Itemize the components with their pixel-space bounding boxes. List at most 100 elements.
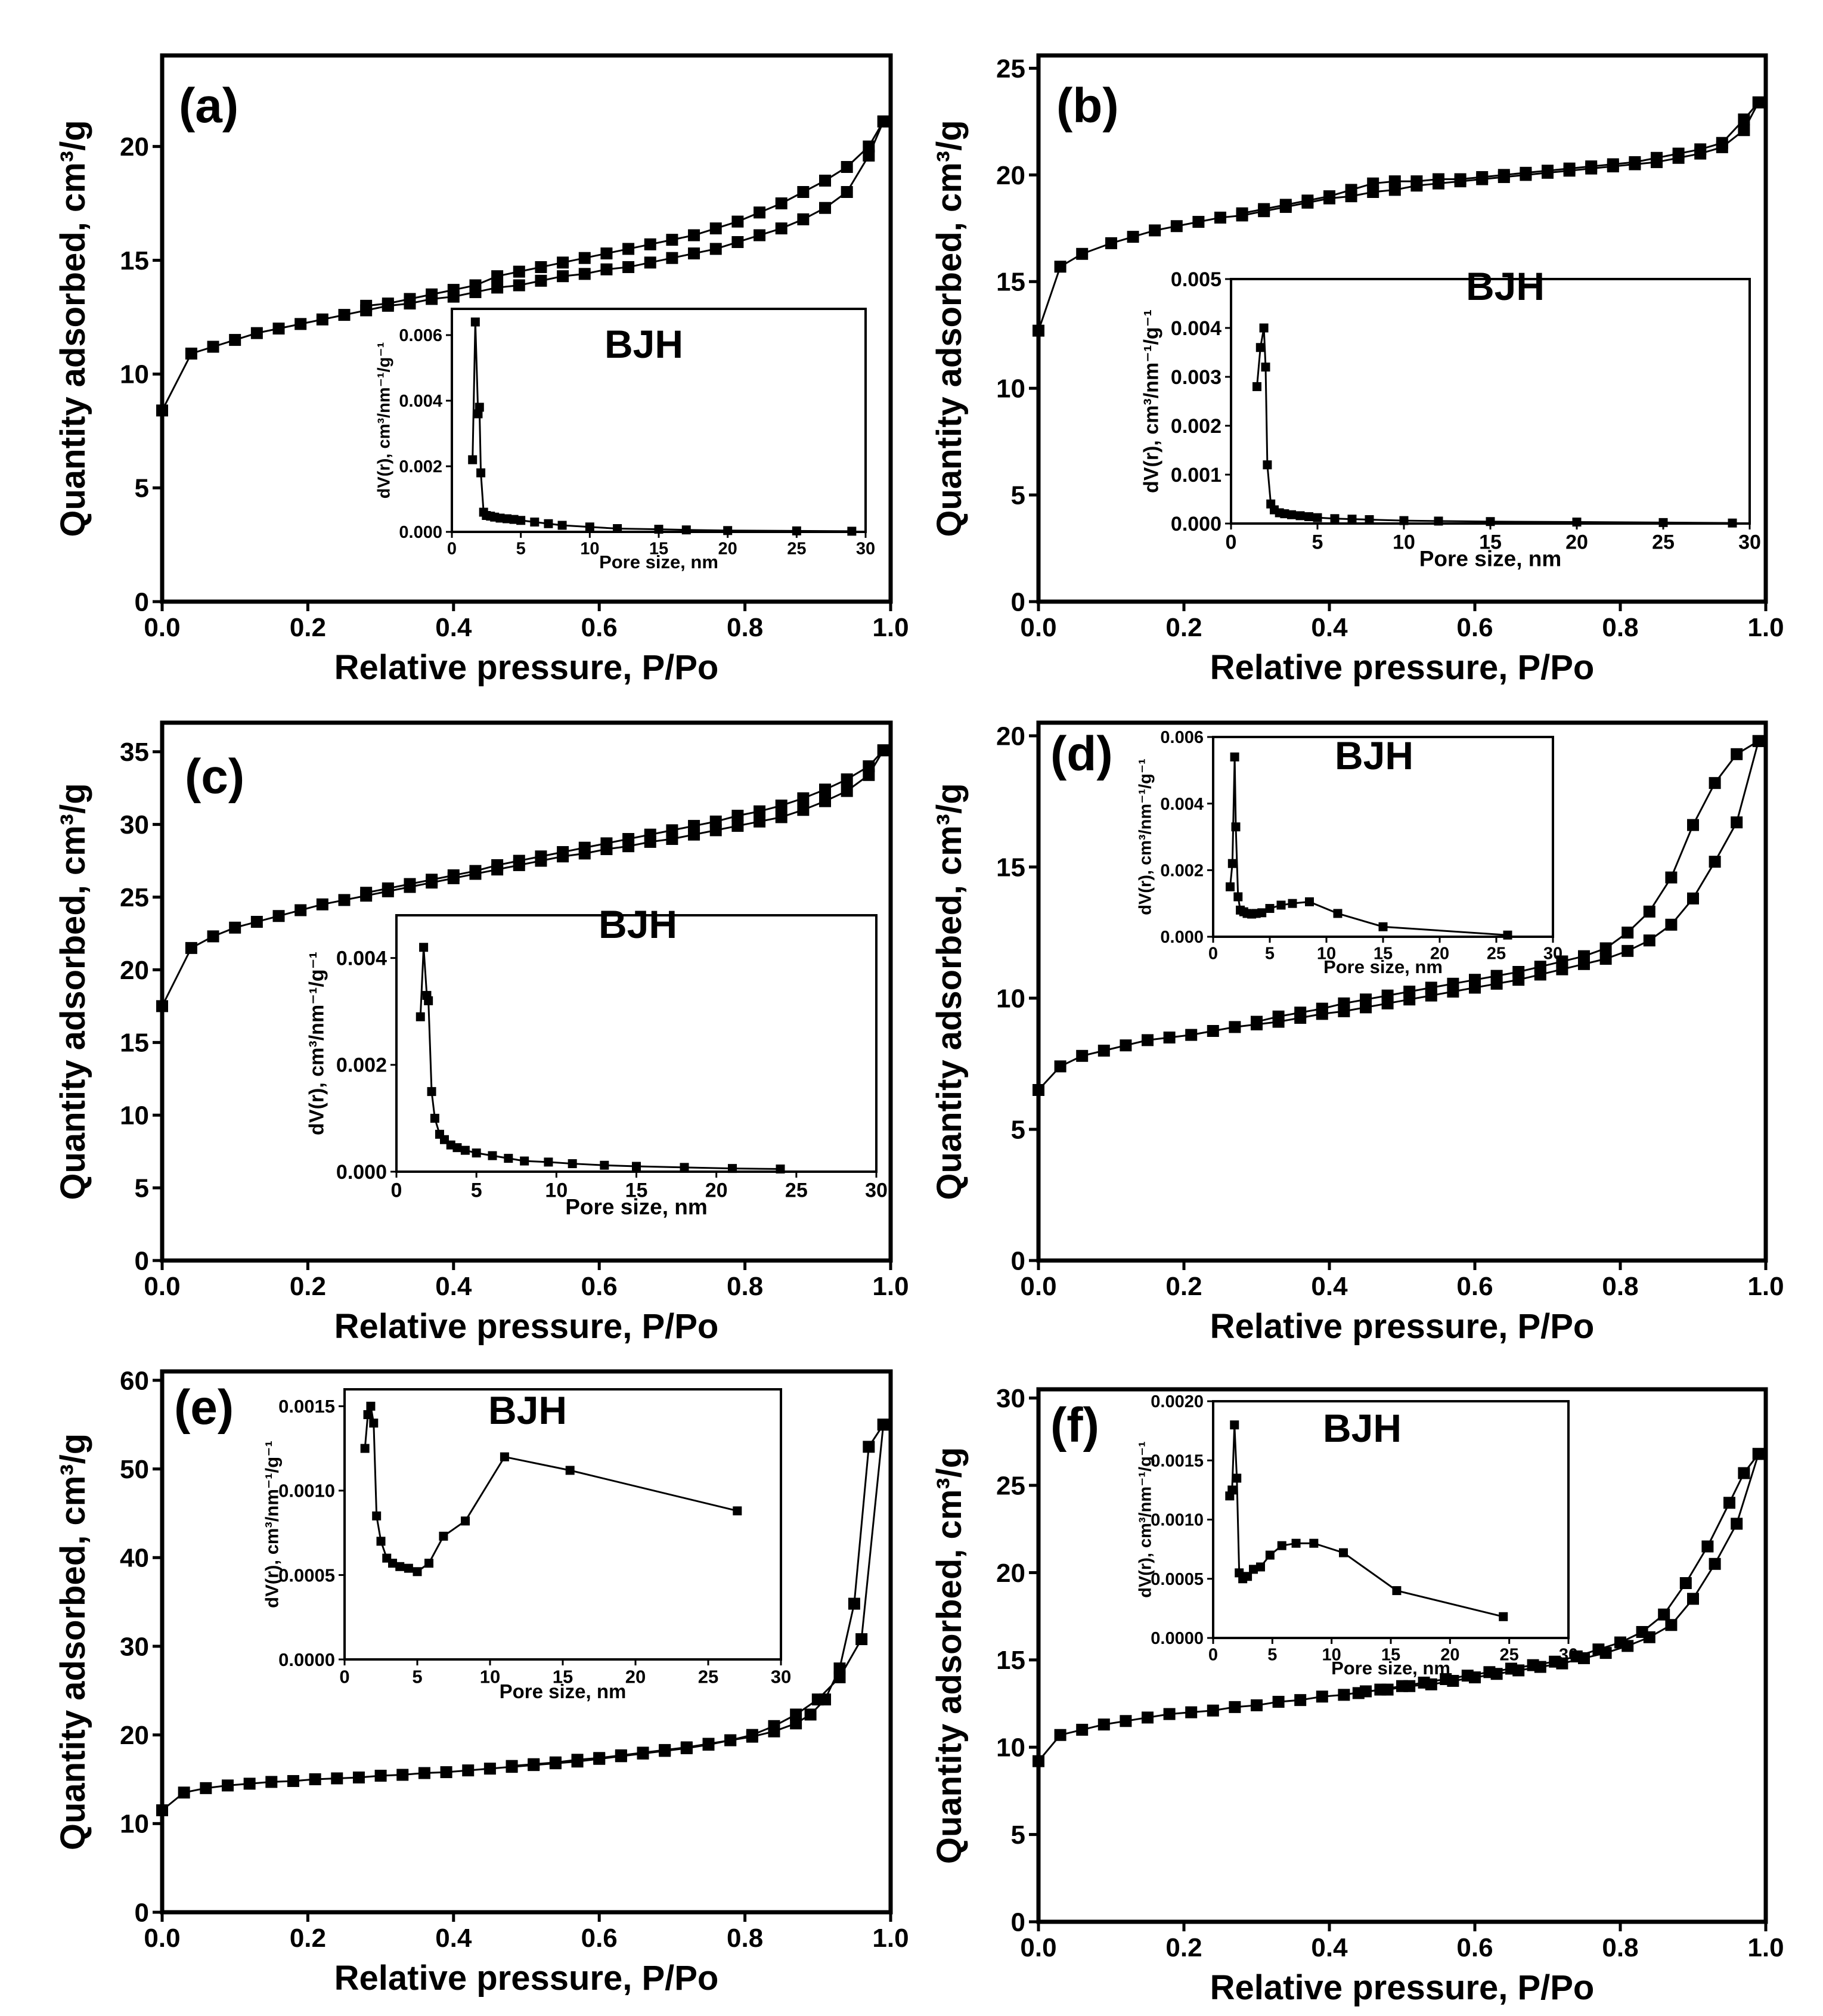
data-point-desorption — [1403, 986, 1416, 998]
inset-y-tick-label: 0.005 — [1171, 268, 1221, 291]
data-point-desorption — [841, 773, 853, 786]
x-axis-label: Relative pressure, P/Po — [1210, 648, 1595, 687]
inset-x-tick-label: 25 — [1487, 944, 1506, 964]
data-point-adsorption — [462, 1764, 475, 1777]
series-line-adsorption — [161, 750, 885, 1007]
data-point-adsorption — [731, 236, 744, 248]
series-line-adsorption — [1037, 741, 1760, 1091]
data-point-adsorption — [250, 327, 263, 339]
inset-y-axis-label: dV(r), cm³/nm⁻¹/g⁻¹ — [375, 342, 394, 499]
inset-data-point — [388, 1559, 398, 1568]
inset-x-tick-label: 15 — [1479, 531, 1502, 553]
data-point-adsorption — [1105, 237, 1117, 249]
data-point-desorption — [1752, 96, 1765, 109]
data-point-desorption — [833, 1662, 846, 1675]
y-tick-label: 10 — [120, 360, 149, 389]
inset-x-tick-label: 0 — [1226, 531, 1237, 553]
inset-x-axis-label: Pore size, nm — [599, 552, 718, 572]
inset-data-point — [503, 514, 512, 524]
data-point-adsorption — [1622, 944, 1634, 957]
data-point-adsorption — [156, 1804, 168, 1817]
data-point-adsorption — [272, 323, 285, 335]
data-point-desorption — [1454, 173, 1467, 185]
inset-data-point — [460, 1145, 470, 1155]
y-tick-label: 40 — [120, 1544, 149, 1573]
inset-x-tick-label: 20 — [625, 1666, 646, 1687]
data-point-desorption — [622, 243, 635, 255]
inset-data-point — [424, 996, 433, 1005]
data-point-adsorption — [1272, 1696, 1285, 1708]
inset-x-tick-label: 15 — [649, 540, 668, 559]
data-point-desorption — [1607, 158, 1619, 171]
inset-x-tick-label: 25 — [1500, 1646, 1519, 1665]
y-axis-label: Quantity adsorbed, cm³/g — [54, 783, 92, 1200]
data-point-adsorption — [338, 309, 351, 321]
data-point-desorption — [877, 1419, 889, 1431]
data-point-adsorption — [156, 1000, 168, 1012]
y-tick-label: 15 — [996, 853, 1025, 882]
y-tick-label: 10 — [996, 1733, 1025, 1763]
inset-data-point — [613, 524, 622, 533]
x-tick-label: 0.0 — [144, 1924, 180, 1953]
data-point-desorption — [1498, 169, 1510, 181]
x-tick-label: 0.2 — [1165, 613, 1202, 642]
panel-f: 0.0 0.2 0.4 0.6 0.8 1.0 0 5 10 15 20 25 30 Relative p… — [930, 1384, 1784, 2007]
panel-label: (f) — [1050, 1398, 1099, 1453]
x-axis-label: Relative pressure, P/Po — [334, 1959, 719, 1998]
inset-x-tick-label: 0 — [1208, 944, 1218, 964]
data-point-adsorption — [797, 213, 810, 225]
inset-x-axis-label: Pore size, nm — [1323, 956, 1443, 977]
data-point-adsorption — [272, 910, 285, 922]
data-point-desorption — [382, 882, 394, 894]
bjh-label: BJH — [599, 902, 677, 946]
y-tick-label: 20 — [120, 132, 149, 162]
y-tick-label: 20 — [120, 956, 149, 985]
plot-frame — [1036, 1387, 1768, 1924]
inset-data-point — [1232, 1473, 1242, 1483]
inset-x-tick-label: 0 — [339, 1666, 349, 1687]
data-point-desorption — [528, 1758, 540, 1770]
bjh-label: BJH — [488, 1388, 567, 1432]
inset-data-point — [1295, 511, 1305, 521]
data-point-desorption — [1469, 974, 1481, 986]
data-point-desorption — [1323, 190, 1335, 203]
data-point-desorption — [797, 186, 810, 198]
y-tick-label: 15 — [120, 246, 149, 275]
panel-label: (e) — [174, 1380, 234, 1435]
x-tick-label: 0.0 — [144, 613, 180, 642]
data-point-adsorption — [1599, 953, 1612, 965]
data-point-desorption — [819, 174, 832, 187]
data-point-desorption — [1505, 1662, 1517, 1675]
data-point-adsorption — [1076, 247, 1089, 260]
inset-y-tick-label: 0.006 — [399, 326, 442, 345]
inset-y-tick-label: 0.002 — [336, 1054, 387, 1077]
inset-data-point — [472, 1148, 481, 1158]
data-point-desorption — [360, 299, 373, 312]
data-point-adsorption — [819, 795, 832, 807]
data-point-adsorption — [1665, 1619, 1678, 1631]
data-point-desorption — [790, 1717, 802, 1730]
inset-data-point — [1255, 1562, 1265, 1572]
inset-data-point — [728, 1164, 737, 1173]
inset-data-point — [1243, 1572, 1252, 1581]
data-point-desorption — [1367, 177, 1379, 190]
inset-x-tick-label: 5 — [412, 1666, 422, 1687]
data-point-desorption — [1629, 156, 1641, 168]
y-axis-label: Quantity adsorbed, cm³/g — [930, 120, 969, 537]
inset-data-point — [1227, 859, 1237, 868]
inset-data-point — [565, 1466, 575, 1475]
data-point-desorption — [1731, 748, 1743, 760]
inset-data-point — [504, 1154, 513, 1163]
x-tick-label: 0.2 — [290, 613, 326, 642]
inset-data-point — [439, 1531, 448, 1541]
data-point-desorption — [404, 293, 416, 305]
inset-data-point — [419, 943, 429, 952]
bjh-label: BJH — [604, 322, 683, 366]
inset-y-tick-label: 0.002 — [1171, 415, 1221, 438]
inset-data-point — [680, 1163, 689, 1172]
x-axis-label: Relative pressure, P/Po — [1210, 1968, 1595, 2007]
panel-e: 0.0 0.2 0.4 0.6 0.8 1.00102030405060Relative … — [54, 1366, 909, 1998]
data-point-adsorption — [418, 1767, 430, 1779]
data-point-adsorption — [855, 1633, 868, 1646]
data-point-desorption — [775, 197, 788, 210]
